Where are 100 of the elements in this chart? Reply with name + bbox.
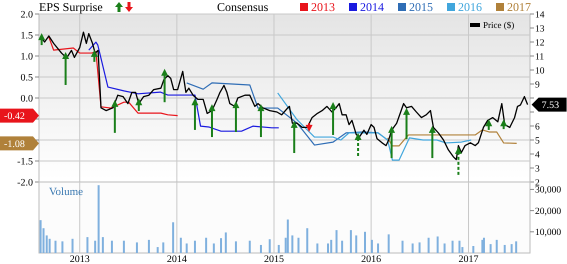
bar [54, 240, 56, 253]
bar [291, 235, 294, 253]
bar [172, 222, 174, 253]
bar [402, 240, 404, 253]
point [354, 133, 362, 140]
y2-tick-label: 30,000 [535, 186, 562, 196]
x-tick-label: 2015 [264, 254, 284, 264]
bar [286, 220, 289, 253]
line-series [88, 42, 280, 132]
text: -0.42 [4, 111, 25, 122]
bar [148, 240, 150, 253]
bar [515, 241, 518, 253]
y-tick-label: -2.0 [17, 178, 33, 188]
bar [98, 185, 100, 253]
bar [490, 244, 492, 253]
point [232, 101, 240, 108]
bar [504, 244, 506, 253]
bar [278, 244, 280, 253]
bar [234, 241, 237, 253]
bar [472, 246, 474, 253]
y2-tick-label: 20,000 [535, 206, 562, 217]
bar [327, 243, 330, 253]
point [90, 50, 98, 57]
bar [260, 244, 262, 253]
line-series [48, 36, 178, 116]
bar [510, 244, 513, 253]
point [257, 104, 264, 112]
point [135, 98, 142, 106]
bar [436, 236, 439, 253]
bar [452, 240, 454, 253]
bar [110, 240, 113, 253]
y2-tick-label: 13 [535, 24, 545, 34]
bar [418, 242, 421, 253]
y2-tick-label: 3 [535, 164, 540, 174]
y2-tick-label: 5 [535, 136, 540, 146]
y2-tick-label: 9 [535, 80, 540, 90]
x-tick-label: 2013 [70, 254, 90, 264]
legend-title: Consensus [217, 0, 269, 14]
chart-title: Volume [49, 186, 84, 198]
bar [72, 238, 74, 253]
bar [428, 238, 430, 253]
point [290, 120, 298, 128]
legend-label: 2016 [458, 0, 482, 14]
bar [458, 240, 460, 253]
bar [102, 237, 104, 253]
y2-tick-label: 10,000 [535, 228, 562, 238]
bar [377, 243, 380, 253]
legend-label: 2013 [311, 0, 335, 14]
bar [194, 240, 196, 253]
y-tick-label: 1.0 [20, 52, 33, 62]
line-series [40, 32, 528, 160]
bar [336, 230, 338, 253]
y2-tick-label: 10 [535, 66, 545, 76]
legend-label: 2014 [360, 0, 384, 14]
point [62, 52, 70, 59]
x-tick-label: 2016 [361, 254, 382, 264]
bar [156, 247, 159, 253]
point [208, 104, 216, 112]
legend-label: Price ($) [483, 20, 514, 30]
legend-label: 2015 [409, 0, 433, 14]
point [306, 124, 313, 132]
point [403, 108, 410, 115]
line-series [387, 129, 518, 146]
bar [355, 235, 358, 253]
point [161, 68, 168, 76]
y2-tick-label: 4 [535, 150, 540, 160]
bar [341, 240, 344, 253]
bar [330, 240, 332, 253]
bar [122, 240, 125, 253]
bar [316, 243, 318, 253]
bar [248, 240, 251, 253]
y2-tick-label: 14 [535, 10, 545, 20]
bar [388, 234, 390, 253]
point [330, 102, 337, 109]
y-axis-title: EPS Surprise [39, 0, 103, 14]
bar [220, 238, 222, 253]
bar [162, 242, 164, 253]
x-tick-label: 2014 [166, 254, 187, 264]
y2-tick-label: 6 [535, 122, 540, 132]
bar [136, 242, 138, 253]
point [38, 33, 46, 40]
bar [86, 237, 88, 253]
bar [306, 228, 308, 253]
bar [61, 241, 64, 253]
bar [496, 240, 498, 253]
y-tick-label: 0.5 [20, 72, 33, 84]
bar [364, 232, 366, 253]
y-tick-label: 2.0 [20, 10, 33, 20]
bar [370, 240, 373, 253]
point [454, 146, 462, 154]
bar [186, 243, 188, 253]
bar [297, 238, 300, 253]
data-label: 7.53 [542, 100, 560, 112]
bar [205, 238, 208, 253]
bar [180, 238, 182, 253]
point [428, 126, 436, 133]
point [500, 119, 508, 126]
y-tick-label: -1.5 [17, 156, 33, 168]
y2-tick-label: 11 [535, 52, 544, 62]
x-tick-label: 2017 [458, 254, 479, 264]
